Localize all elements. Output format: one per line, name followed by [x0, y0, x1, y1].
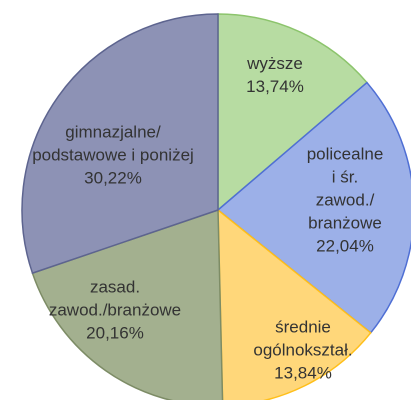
category-label: zasad. zawod./branżowe — [48, 277, 182, 320]
value-label: 13,74% — [246, 77, 304, 96]
pie-slice — [217, 13, 369, 212]
slice-label: zasad. zawod./branżowe 20,16% — [49, 276, 181, 345]
value-label: 20,16% — [86, 323, 144, 343]
slice-label: wyższe 13,74% — [246, 52, 304, 98]
category-label: policealne i śr. zawod./ branżowe — [306, 144, 384, 233]
pie-slice — [216, 81, 411, 334]
pie-slice — [21, 13, 219, 275]
slice-label: policealne i śr. zawod./ branżowe 22,04% — [307, 143, 384, 258]
category-label: gimnazjalne/ podstawowe i poniżej — [32, 122, 194, 165]
category-label: średnie ogólnokształ. — [253, 317, 353, 360]
value-label: 22,04% — [316, 236, 374, 256]
category-label: wyższe — [247, 54, 303, 73]
slice-label: gimnazjalne/ podstawowe i poniżej 30,22% — [32, 121, 194, 190]
slice-label: średnie ogólnokształ. 13,84% — [253, 316, 352, 385]
pie-slice — [217, 208, 372, 400]
value-label: 30,22% — [84, 168, 142, 188]
value-label: 13,84% — [274, 363, 332, 383]
